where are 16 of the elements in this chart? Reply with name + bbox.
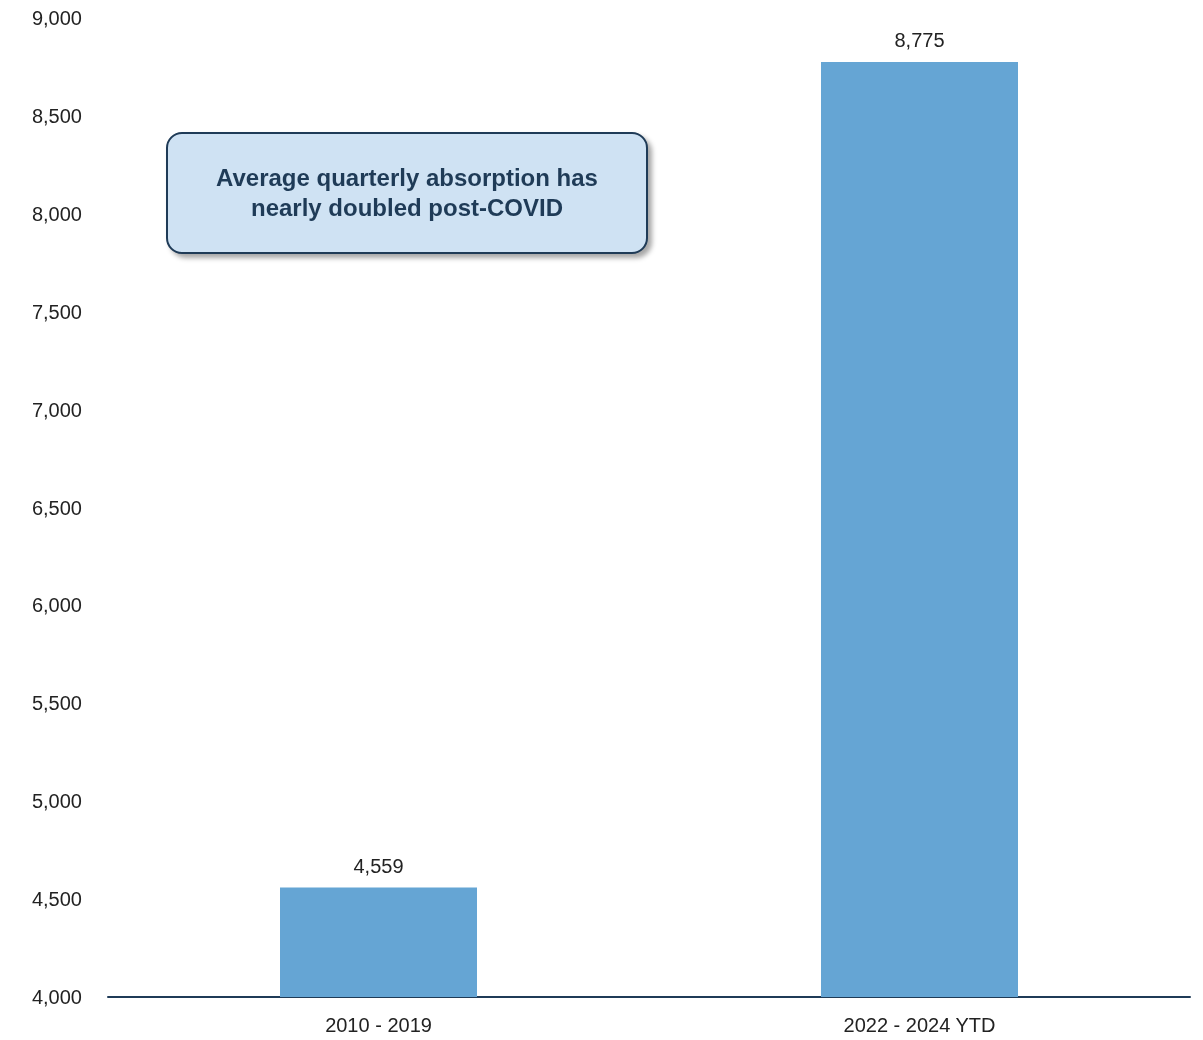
y-tick-label: 8,500 xyxy=(31,104,82,127)
data-label: 8,775 xyxy=(894,29,945,52)
y-tick-label: 7,000 xyxy=(31,398,82,421)
y-tick-label: 9,000 xyxy=(31,7,82,29)
data-label: 4,559 xyxy=(353,854,404,877)
x-tick-label: 2010 - 2019 xyxy=(325,1014,432,1036)
y-tick-label: 6,000 xyxy=(31,594,82,617)
y-tick-label: 7,500 xyxy=(31,300,82,323)
y-tick-label: 8,000 xyxy=(31,202,82,225)
callout-box: Average quarterly absorption has nearly doubled post-COVID xyxy=(166,132,648,254)
y-tick-label: 4,500 xyxy=(31,888,82,911)
y-tick-label: 4,000 xyxy=(31,986,82,1008)
y-tick-label: 5,000 xyxy=(31,790,82,813)
y-tick-label: 5,500 xyxy=(31,692,82,715)
y-tick-label: 6,500 xyxy=(31,496,82,519)
x-tick-label: 2022 - 2024 YTD xyxy=(843,1014,996,1036)
